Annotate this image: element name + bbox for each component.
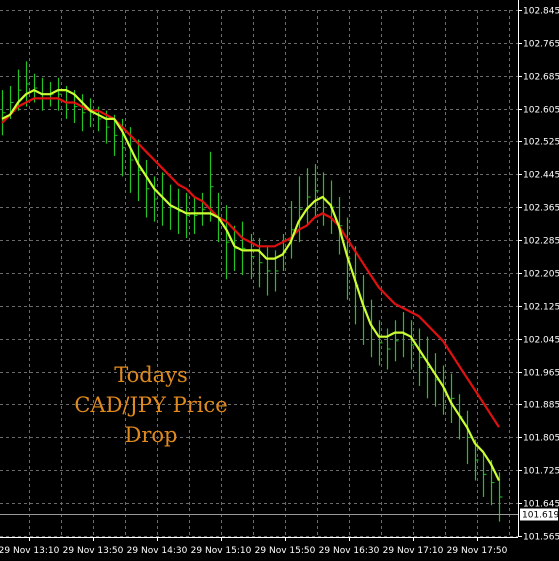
y-tick-label: 102.365 xyxy=(523,204,559,214)
x-tick-label: 29 Nov 13:50 xyxy=(63,546,124,556)
x-tick-label: 29 Nov 17:50 xyxy=(447,546,508,556)
y-tick-label: 102.765 xyxy=(523,40,559,50)
y-tick-label: 101.965 xyxy=(523,369,559,379)
annotation-line-2: CAD/JPY Price xyxy=(74,393,227,417)
y-tick-label: 102.285 xyxy=(523,237,559,247)
x-tick-label: 29 Nov 16:30 xyxy=(319,546,380,556)
y-tick-label: 101.725 xyxy=(523,467,559,477)
slow-ma-line xyxy=(1,97,500,428)
y-tick-label: 102.125 xyxy=(523,303,559,313)
y-tick-label: 102.605 xyxy=(523,106,559,116)
x-tick-label: 29 Nov 15:50 xyxy=(255,546,316,556)
x-tick-label: 29 Nov 13:10 xyxy=(0,546,60,556)
y-tick-label: 102.445 xyxy=(523,171,559,181)
y-tick-label: 101.645 xyxy=(523,500,559,510)
y-tick-label: 102.525 xyxy=(523,138,559,148)
price-bars xyxy=(1,61,503,522)
moving-averages xyxy=(1,88,500,481)
fast-ma-line xyxy=(1,88,500,481)
y-tick-label: 101.565 xyxy=(523,533,559,543)
y-tick-label: 101.885 xyxy=(523,401,559,411)
annotation: Todays CAD/JPY Price Drop xyxy=(74,363,227,447)
y-tick-label: 102.845 xyxy=(523,7,559,17)
annotation-line-1: Todays xyxy=(114,363,188,387)
x-tick-label: 29 Nov 15:10 xyxy=(191,546,252,556)
y-tick-label: 102.045 xyxy=(523,336,559,346)
y-tick-label: 101.805 xyxy=(523,434,559,444)
y-tick-label: 102.205 xyxy=(523,270,559,280)
current-price-label: 101.619 xyxy=(522,511,559,521)
x-tick-label: 29 Nov 14:30 xyxy=(127,546,188,556)
y-tick-label: 102.685 xyxy=(523,73,559,83)
x-tick-label: 29 Nov 17:10 xyxy=(383,546,444,556)
annotation-line-3: Drop xyxy=(125,423,178,447)
current-price-badge xyxy=(520,508,558,521)
